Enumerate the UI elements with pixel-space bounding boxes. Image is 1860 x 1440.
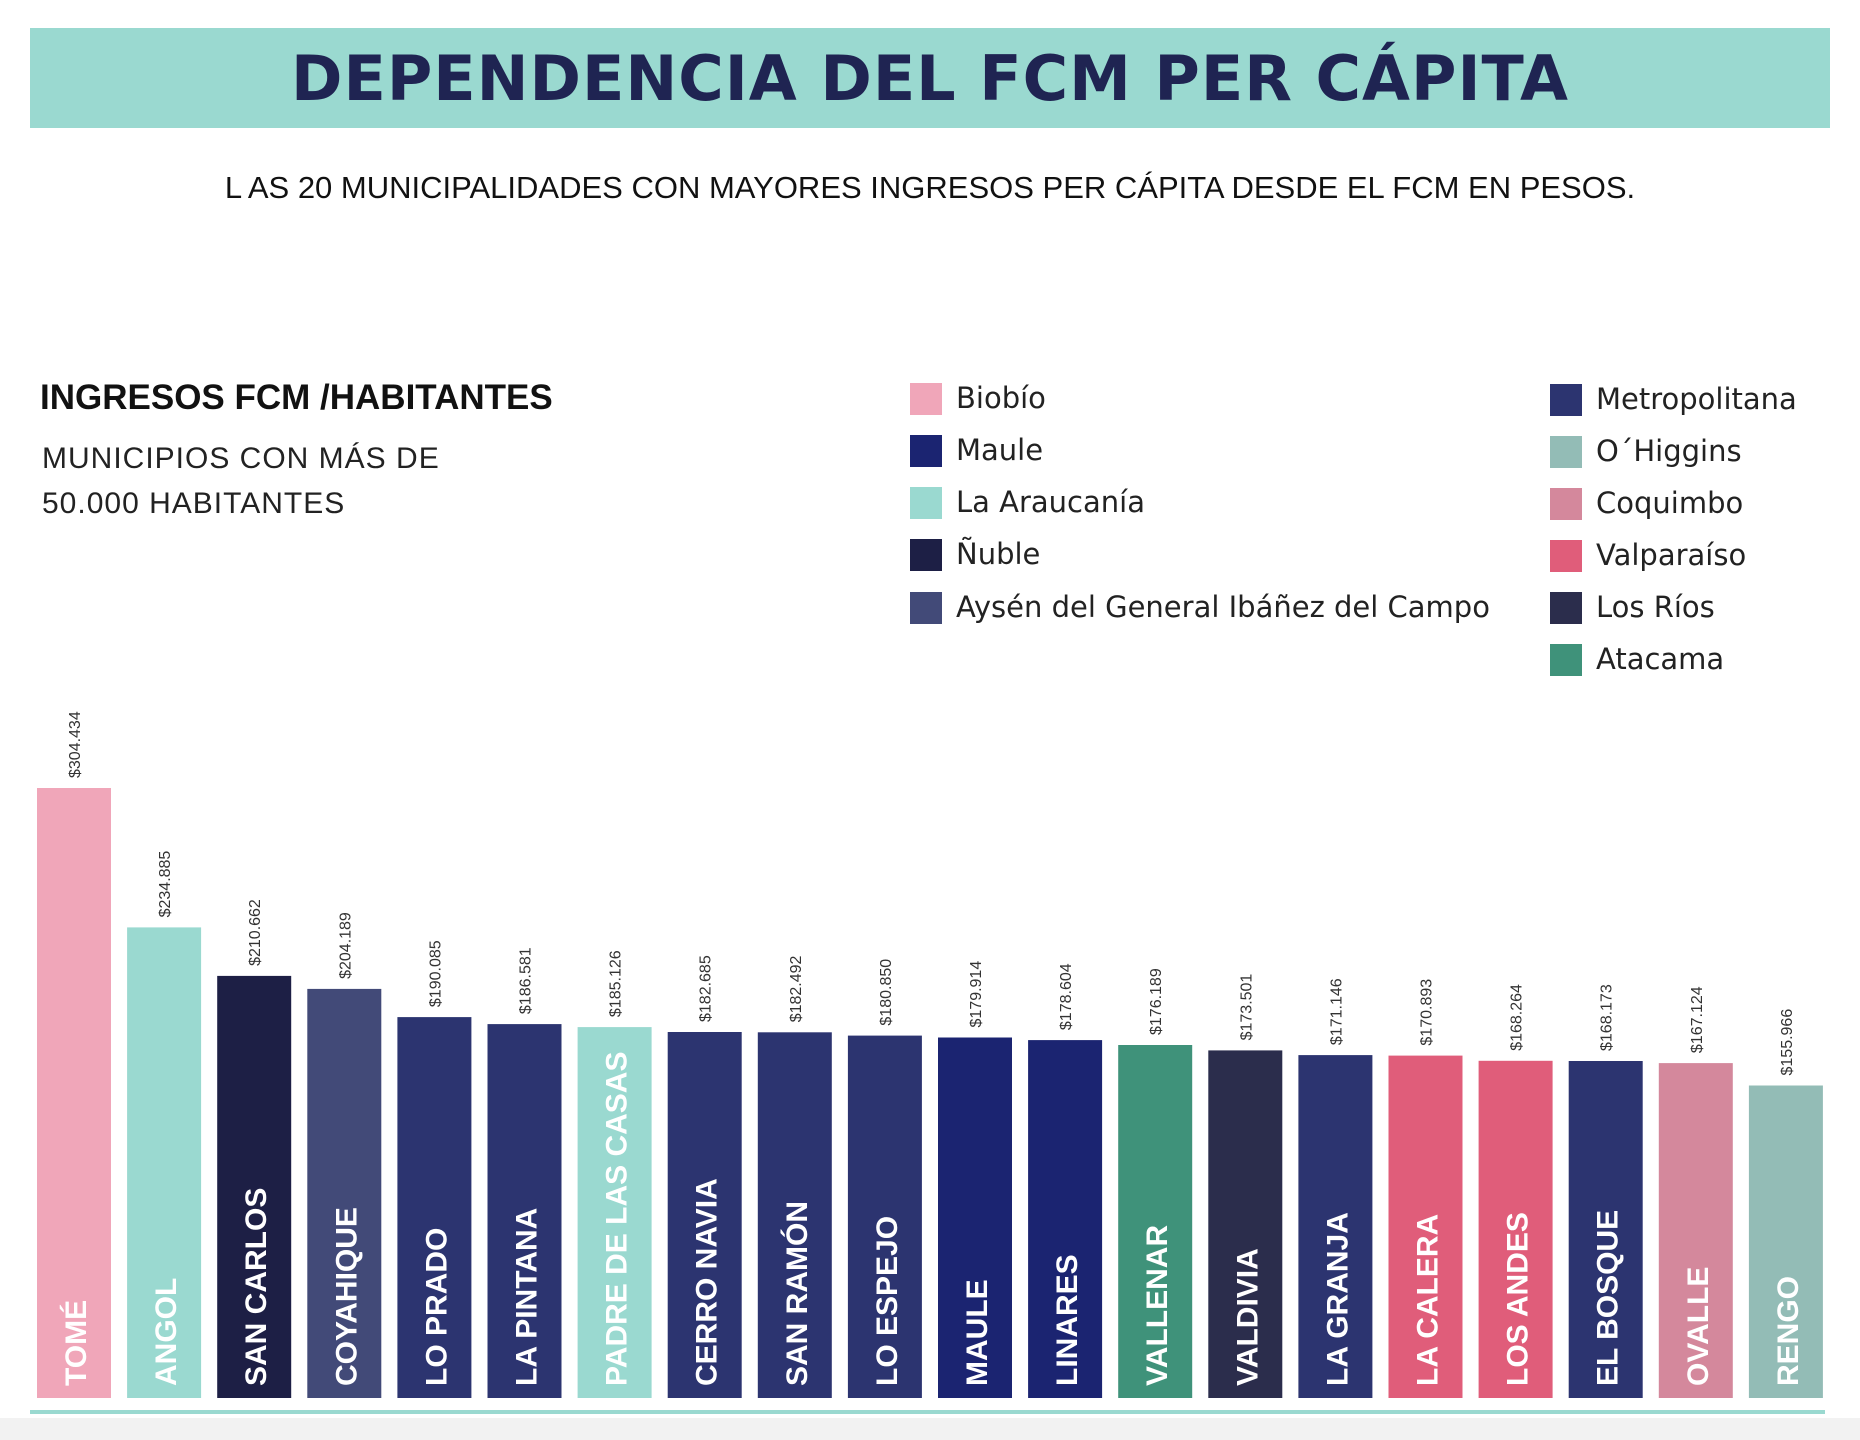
legend-swatch: [1550, 436, 1582, 468]
bar-category-label: SAN CARLOS: [240, 1188, 273, 1386]
bar-value-label: $182.685: [698, 955, 715, 1022]
bar-category-label: LA PINTANA: [511, 1208, 544, 1386]
legend-label: O´Higgins: [1596, 434, 1742, 468]
bar-category-label: VALLENAR: [1141, 1225, 1174, 1386]
bar-category-label: PADRE DE LAS CASAS: [601, 1052, 634, 1386]
bar-category-label: MAULE: [961, 1279, 994, 1386]
bar-value-label: $179.914: [968, 961, 985, 1028]
bar-value-label: $185.126: [608, 950, 625, 1017]
legend-swatch: [910, 435, 942, 467]
bar-category-label: OVALLE: [1682, 1267, 1715, 1386]
legend-label: Ñuble: [956, 537, 1041, 571]
bar-value-label: $186.581: [518, 947, 535, 1014]
bar-category-label: SAN RAMÓN: [780, 1201, 814, 1386]
bar-value-label: $171.146: [1328, 978, 1345, 1045]
bar-value-label: $190.085: [427, 940, 444, 1007]
bar: [667, 1032, 742, 1398]
bottom-divider: [30, 1410, 1825, 1414]
bar: [1028, 1040, 1103, 1398]
legend-label: Los Ríos: [1596, 590, 1715, 624]
legend-label: Biobío: [956, 381, 1046, 415]
bar-category-label: ANGOL: [150, 1278, 183, 1386]
bar-category-label: LO PRADO: [420, 1228, 453, 1386]
legend-swatch: [1550, 384, 1582, 416]
bar-category-label: VALDIVIA: [1231, 1248, 1264, 1386]
chart-note: MUNICIPIOS CON MÁS DE 50.000 HABITANTES: [42, 442, 440, 520]
bar-category-label: LO ESPEJO: [871, 1216, 904, 1386]
bar-value-label: $180.850: [878, 959, 895, 1026]
bar: [577, 1027, 652, 1398]
bar-category-label: LA CALERA: [1412, 1214, 1445, 1386]
legend-label: Valparaíso: [1596, 538, 1747, 572]
bar-category-label: LINARES: [1051, 1254, 1084, 1386]
legend-label: Coquimbo: [1596, 486, 1744, 520]
legend-swatch: [1550, 488, 1582, 520]
bar: [1388, 1055, 1463, 1398]
bar-category-label: LA GRANJA: [1321, 1212, 1354, 1386]
bar-value-label: $204.189: [337, 912, 354, 979]
legend-label: Metropolitana: [1596, 382, 1797, 416]
legend-label: Atacama: [1596, 642, 1725, 676]
bar: [1208, 1050, 1283, 1398]
bar: [1298, 1055, 1373, 1398]
bar: [847, 1035, 922, 1398]
bar: [127, 927, 202, 1398]
bar-value-label: $155.966: [1779, 1009, 1796, 1076]
bar-value-label: $304.434: [67, 711, 84, 778]
title-banner: DEPENDENCIA DEL FCM PER CÁPITA: [30, 28, 1830, 128]
bar: [1748, 1085, 1823, 1398]
legend-swatch: [1550, 592, 1582, 624]
page-title: DEPENDENCIA DEL FCM PER CÁPITA: [291, 42, 1569, 115]
legend-swatch: [1550, 644, 1582, 676]
bar: [487, 1024, 562, 1398]
bar-category-label: LOS ANDES: [1502, 1212, 1535, 1386]
bar: [1118, 1045, 1193, 1398]
bar-value-label: $168.264: [1509, 984, 1526, 1051]
bar-value-label: $210.662: [247, 899, 264, 966]
legend-label: Aysén del General Ibáñez del Campo: [956, 590, 1490, 624]
bar: [37, 788, 111, 1398]
bar: [938, 1037, 1012, 1398]
bar-category-label: RENGO: [1772, 1276, 1805, 1386]
bar: [1658, 1063, 1733, 1398]
legend-label: Maule: [956, 433, 1044, 467]
legend-swatch: [910, 383, 942, 415]
page-subtitle: L AS 20 MUNICIPALIDADES CON MAYORES INGR…: [224, 170, 1636, 205]
bar-value-label: $173.501: [1238, 974, 1255, 1041]
bar: [397, 1017, 472, 1398]
bar: [217, 975, 292, 1398]
bar-value-label: $176.189: [1148, 968, 1165, 1035]
bar-value-label: $178.604: [1058, 963, 1075, 1030]
bar-value-label: $234.885: [157, 851, 174, 918]
legend-swatch: [910, 592, 942, 624]
legend-swatch: [910, 539, 942, 571]
chart-heading: INGRESOS FCM /HABITANTES: [40, 378, 553, 417]
bar-category-label: TOMÉ: [59, 1300, 93, 1386]
legend-swatch: [1550, 540, 1582, 572]
bar-value-label: $170.893: [1419, 979, 1436, 1046]
bar: [1478, 1060, 1553, 1398]
bar-category-label: EL BOSQUE: [1592, 1210, 1625, 1386]
bar-category-label: CERRO NAVIA: [691, 1178, 724, 1386]
bar-value-label: $168.173: [1599, 984, 1616, 1051]
bar: [757, 1032, 832, 1398]
legend-swatch: [910, 487, 942, 519]
bar-category-label: COYAHIQUE: [330, 1207, 363, 1386]
bar: [307, 988, 382, 1398]
bar-value-label: $167.124: [1689, 986, 1706, 1053]
bottom-edge: [0, 1418, 1860, 1440]
bar: [1568, 1061, 1643, 1398]
bar-value-label: $182.492: [788, 955, 805, 1022]
legend-label: La Araucanía: [956, 485, 1145, 519]
